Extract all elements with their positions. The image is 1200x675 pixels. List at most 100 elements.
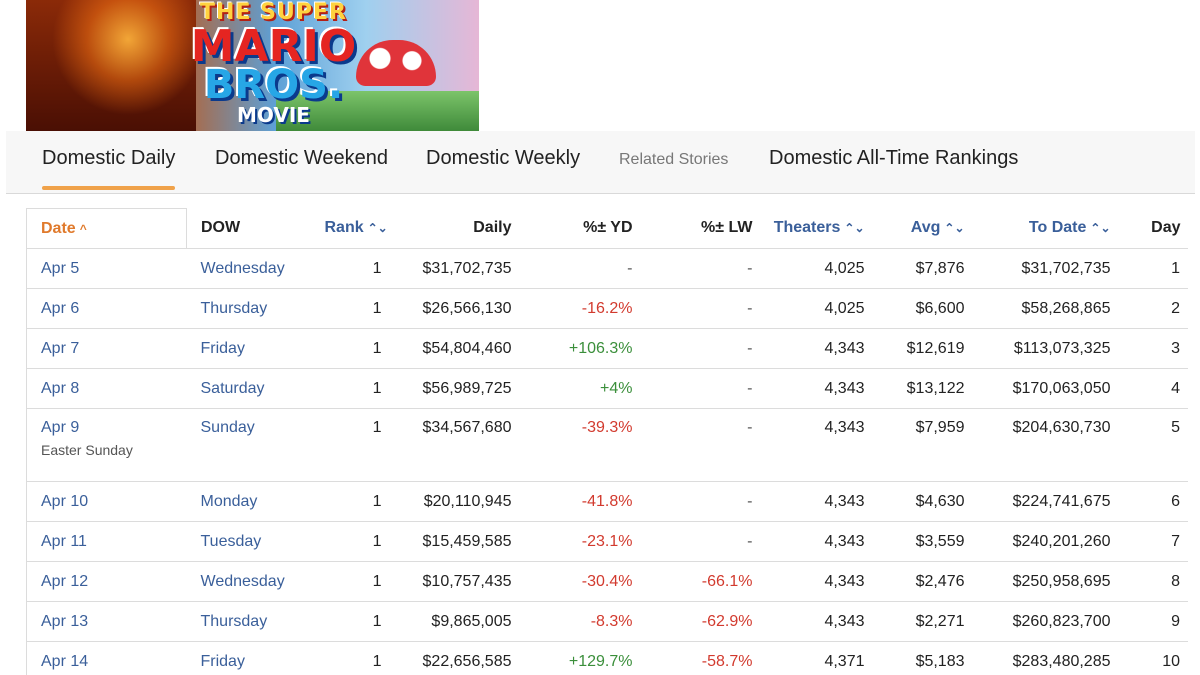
cell-yd-value: -23.1%: [581, 532, 633, 550]
cell-dow-value[interactable]: Thursday: [200, 612, 268, 630]
banner-lava-castle: [26, 0, 196, 131]
cell-rank-value: 1: [372, 379, 382, 397]
tab-domestic-weekend[interactable]: Domestic Weekend: [215, 147, 389, 169]
cell-theaters: 4,343: [760, 601, 873, 642]
tab-related-stories[interactable]: Related Stories: [619, 151, 729, 168]
cell-dow[interactable]: Saturday: [186, 368, 317, 409]
cell-dow-value[interactable]: Friday: [200, 652, 245, 670]
cell-theaters-value: 4,343: [824, 379, 865, 397]
cell-date-value[interactable]: Apr 12: [41, 572, 89, 590]
cell-date[interactable]: Apr 13: [26, 601, 187, 642]
cell-theaters-value: 4,343: [824, 572, 865, 590]
cell-dow[interactable]: Wednesday: [186, 248, 317, 289]
cell-daily: $31,702,735: [389, 248, 520, 289]
cell-rank: 1: [316, 368, 390, 409]
cell-theaters-value: 4,371: [824, 652, 865, 670]
cell-avg-value: $7,876: [915, 259, 965, 277]
cell-date[interactable]: Apr 7: [26, 328, 187, 369]
cell-yd: -41.8%: [519, 481, 641, 522]
cell-yd: -23.1%: [519, 521, 641, 562]
cell-to-date-value: $224,741,675: [1012, 492, 1111, 510]
header-date[interactable]: Date ^: [26, 208, 187, 249]
cell-day-value: 5: [1171, 419, 1180, 436]
cell-avg: $2,271: [872, 601, 973, 642]
cell-theaters: 4,343: [760, 481, 873, 522]
cell-date-value[interactable]: Apr 13: [41, 612, 89, 630]
cell-dow-value[interactable]: Thursday: [200, 299, 268, 317]
cell-date[interactable]: Apr 10: [26, 481, 187, 522]
cell-dow[interactable]: Friday: [186, 328, 317, 369]
cell-date-value[interactable]: Apr 14: [41, 652, 89, 670]
header-theaters[interactable]: Theaters ⌃⌄: [760, 208, 873, 249]
movie-logo: THE SUPER MARIO BROS. MOVIE: [186, 2, 361, 126]
tab-domestic-daily[interactable]: Domestic Daily: [42, 147, 176, 190]
cell-date[interactable]: Apr 5: [26, 248, 187, 289]
cell-avg: $7,959: [872, 408, 973, 482]
header-to-date[interactable]: To Date ⌃⌄: [972, 208, 1119, 249]
cell-to-date: $260,823,700: [972, 601, 1119, 642]
cell-dow[interactable]: Wednesday: [186, 561, 317, 602]
cell-date-value[interactable]: Apr 9: [41, 419, 80, 436]
header-rank[interactable]: Rank ⌃⌄: [316, 208, 390, 249]
tab-domestic-all-time-rankings[interactable]: Domestic All-Time Rankings: [769, 147, 1019, 169]
cell-daily: $20,110,945: [389, 481, 520, 522]
cell-lw-value: -66.1%: [701, 572, 753, 590]
cell-theaters-value: 4,343: [824, 492, 865, 510]
cell-dow[interactable]: Thursday: [186, 601, 317, 642]
cell-to-date: $31,702,735: [972, 248, 1119, 289]
cell-yd: -16.2%: [519, 288, 641, 329]
cell-avg: $2,476: [872, 561, 973, 602]
cell-yd: +4%: [519, 368, 641, 409]
cell-date[interactable]: Apr 9 Easter Sunday: [26, 408, 187, 482]
cell-day: 10: [1118, 641, 1188, 675]
cell-avg: $5,183: [872, 641, 973, 675]
cell-rank: 1: [316, 408, 390, 482]
cell-dow-value[interactable]: Monday: [200, 492, 258, 510]
cell-avg-value: $3,559: [915, 532, 965, 550]
table-header-row: Date ^ DOW Rank ⌃⌄ Daily %± YD %± LW Theat…: [26, 208, 1188, 249]
cell-daily-value: $34,567,680: [422, 419, 512, 436]
cell-rank: 1: [316, 601, 390, 642]
cell-date[interactable]: Apr 6: [26, 288, 187, 329]
cell-dow-value[interactable]: Saturday: [200, 379, 265, 397]
cell-date-value[interactable]: Apr 5: [41, 259, 80, 277]
cell-date-value[interactable]: Apr 7: [41, 339, 80, 357]
cell-lw: -: [640, 328, 761, 369]
cell-date[interactable]: Apr 12: [26, 561, 187, 602]
cell-theaters-value: 4,343: [824, 612, 865, 630]
cell-date[interactable]: Apr 14: [26, 641, 187, 675]
cell-dow-value[interactable]: Wednesday: [200, 259, 285, 277]
cell-avg: $7,876: [872, 248, 973, 289]
cell-dow[interactable]: Tuesday: [186, 521, 317, 562]
cell-lw-value: -: [747, 379, 753, 397]
cell-date-value[interactable]: Apr 6: [41, 299, 80, 317]
cell-dow-value[interactable]: Tuesday: [200, 532, 262, 550]
cell-dow[interactable]: Thursday: [186, 288, 317, 329]
cell-date[interactable]: Apr 8: [26, 368, 187, 409]
cell-rank-value: 1: [372, 532, 382, 550]
cell-avg: $13,122: [872, 368, 973, 409]
cell-yd: -: [519, 248, 641, 289]
cell-avg-value: $12,619: [906, 339, 965, 357]
cell-dow[interactable]: Friday: [186, 641, 317, 675]
cell-theaters: 4,343: [760, 328, 873, 369]
cell-rank: 1: [316, 521, 390, 562]
cell-lw-value: -58.7%: [701, 652, 753, 670]
cell-day-value: 2: [1171, 299, 1180, 317]
cell-date-value[interactable]: Apr 8: [41, 379, 80, 397]
cell-dow[interactable]: Monday: [186, 481, 317, 522]
cell-dow-value[interactable]: Friday: [200, 339, 245, 357]
header-avg[interactable]: Avg ⌃⌄: [872, 208, 973, 249]
cell-rank: 1: [316, 328, 390, 369]
tab-domestic-weekly[interactable]: Domestic Weekly: [426, 147, 581, 169]
cell-theaters: 4,343: [760, 561, 873, 602]
cell-date-value[interactable]: Apr 11: [41, 532, 87, 550]
cell-dow-value[interactable]: Sunday: [200, 419, 255, 436]
cell-day-value: 7: [1171, 532, 1180, 550]
cell-theaters: 4,025: [760, 248, 873, 289]
cell-date[interactable]: Apr 11: [26, 521, 187, 562]
header-lw: %± LW: [640, 208, 761, 249]
cell-dow-value[interactable]: Wednesday: [200, 572, 285, 590]
cell-dow[interactable]: Sunday: [186, 408, 317, 482]
cell-date-value[interactable]: Apr 10: [41, 492, 89, 510]
